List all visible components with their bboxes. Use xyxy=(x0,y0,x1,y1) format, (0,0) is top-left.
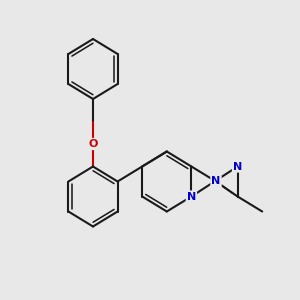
Text: N: N xyxy=(187,191,196,202)
Text: N: N xyxy=(212,176,220,187)
Text: O: O xyxy=(88,139,98,149)
Text: N: N xyxy=(233,161,242,172)
